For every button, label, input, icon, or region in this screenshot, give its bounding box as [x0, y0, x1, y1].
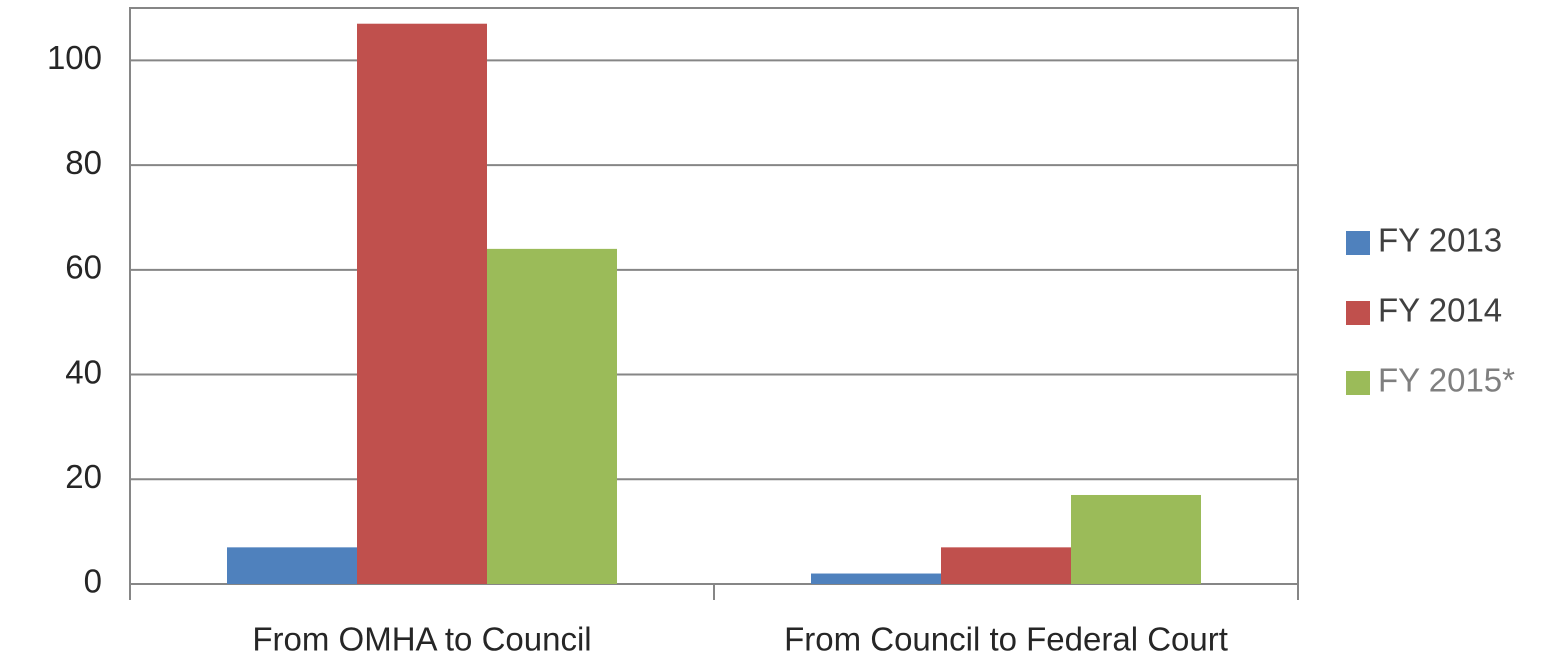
x-tick-label: From Council to Federal Court — [784, 621, 1228, 658]
y-tick-label: 100 — [47, 39, 102, 76]
x-tick-label: From OMHA to Council — [252, 621, 591, 658]
legend-swatch — [1346, 371, 1370, 395]
y-tick-label: 80 — [65, 144, 102, 181]
bar — [357, 23, 487, 584]
bar — [486, 248, 617, 584]
bar — [227, 547, 358, 584]
y-tick-label: 20 — [65, 458, 102, 495]
y-tick-label: 40 — [65, 353, 102, 390]
legend-text: FY 2014 — [1378, 292, 1502, 329]
legend-text: FY 2015* — [1378, 362, 1515, 399]
legend-text: FY 2013 — [1378, 222, 1502, 259]
bar — [1070, 494, 1201, 584]
legend-swatch — [1346, 231, 1370, 255]
bar — [811, 573, 942, 584]
y-tick-label: 0 — [84, 563, 102, 600]
y-tick-label: 60 — [65, 249, 102, 286]
bar — [941, 547, 1071, 584]
legend-swatch — [1346, 301, 1370, 325]
